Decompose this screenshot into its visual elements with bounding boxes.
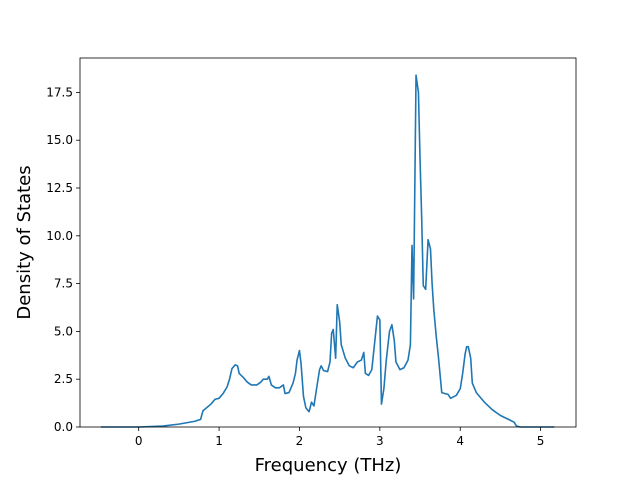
y-axis-label: Density of States — [14, 165, 35, 319]
x-tick-label: 2 — [296, 434, 304, 448]
x-axis-label: Frequency (THz) — [255, 455, 402, 476]
x-tick-label: 3 — [376, 434, 384, 448]
tick-layer: 0 1 2 3 4 5 0.0 2.5 5.0 7.5 10.0 12.5 15.0 17.5 — [46, 85, 544, 448]
x-tick-label: 1 — [215, 434, 223, 448]
x-tick-label: 0 — [135, 434, 143, 448]
y-tick-label: 7.5 — [54, 277, 73, 291]
y-tick-label: 2.5 — [54, 372, 73, 386]
y-tick-label: 0.0 — [54, 420, 73, 434]
plot-frame — [79, 57, 577, 428]
y-tick-label: 17.5 — [46, 85, 73, 99]
y-tick-label: 10.0 — [46, 229, 73, 243]
x-tick-label: 5 — [537, 434, 545, 448]
y-tick-label: 5.0 — [54, 324, 73, 338]
y-tick-label: 15.0 — [46, 133, 73, 147]
x-tick-label: 4 — [456, 434, 464, 448]
dos-series-line — [100, 74, 555, 428]
plot-layer — [100, 74, 555, 428]
y-tick-label: 12.5 — [46, 181, 73, 195]
